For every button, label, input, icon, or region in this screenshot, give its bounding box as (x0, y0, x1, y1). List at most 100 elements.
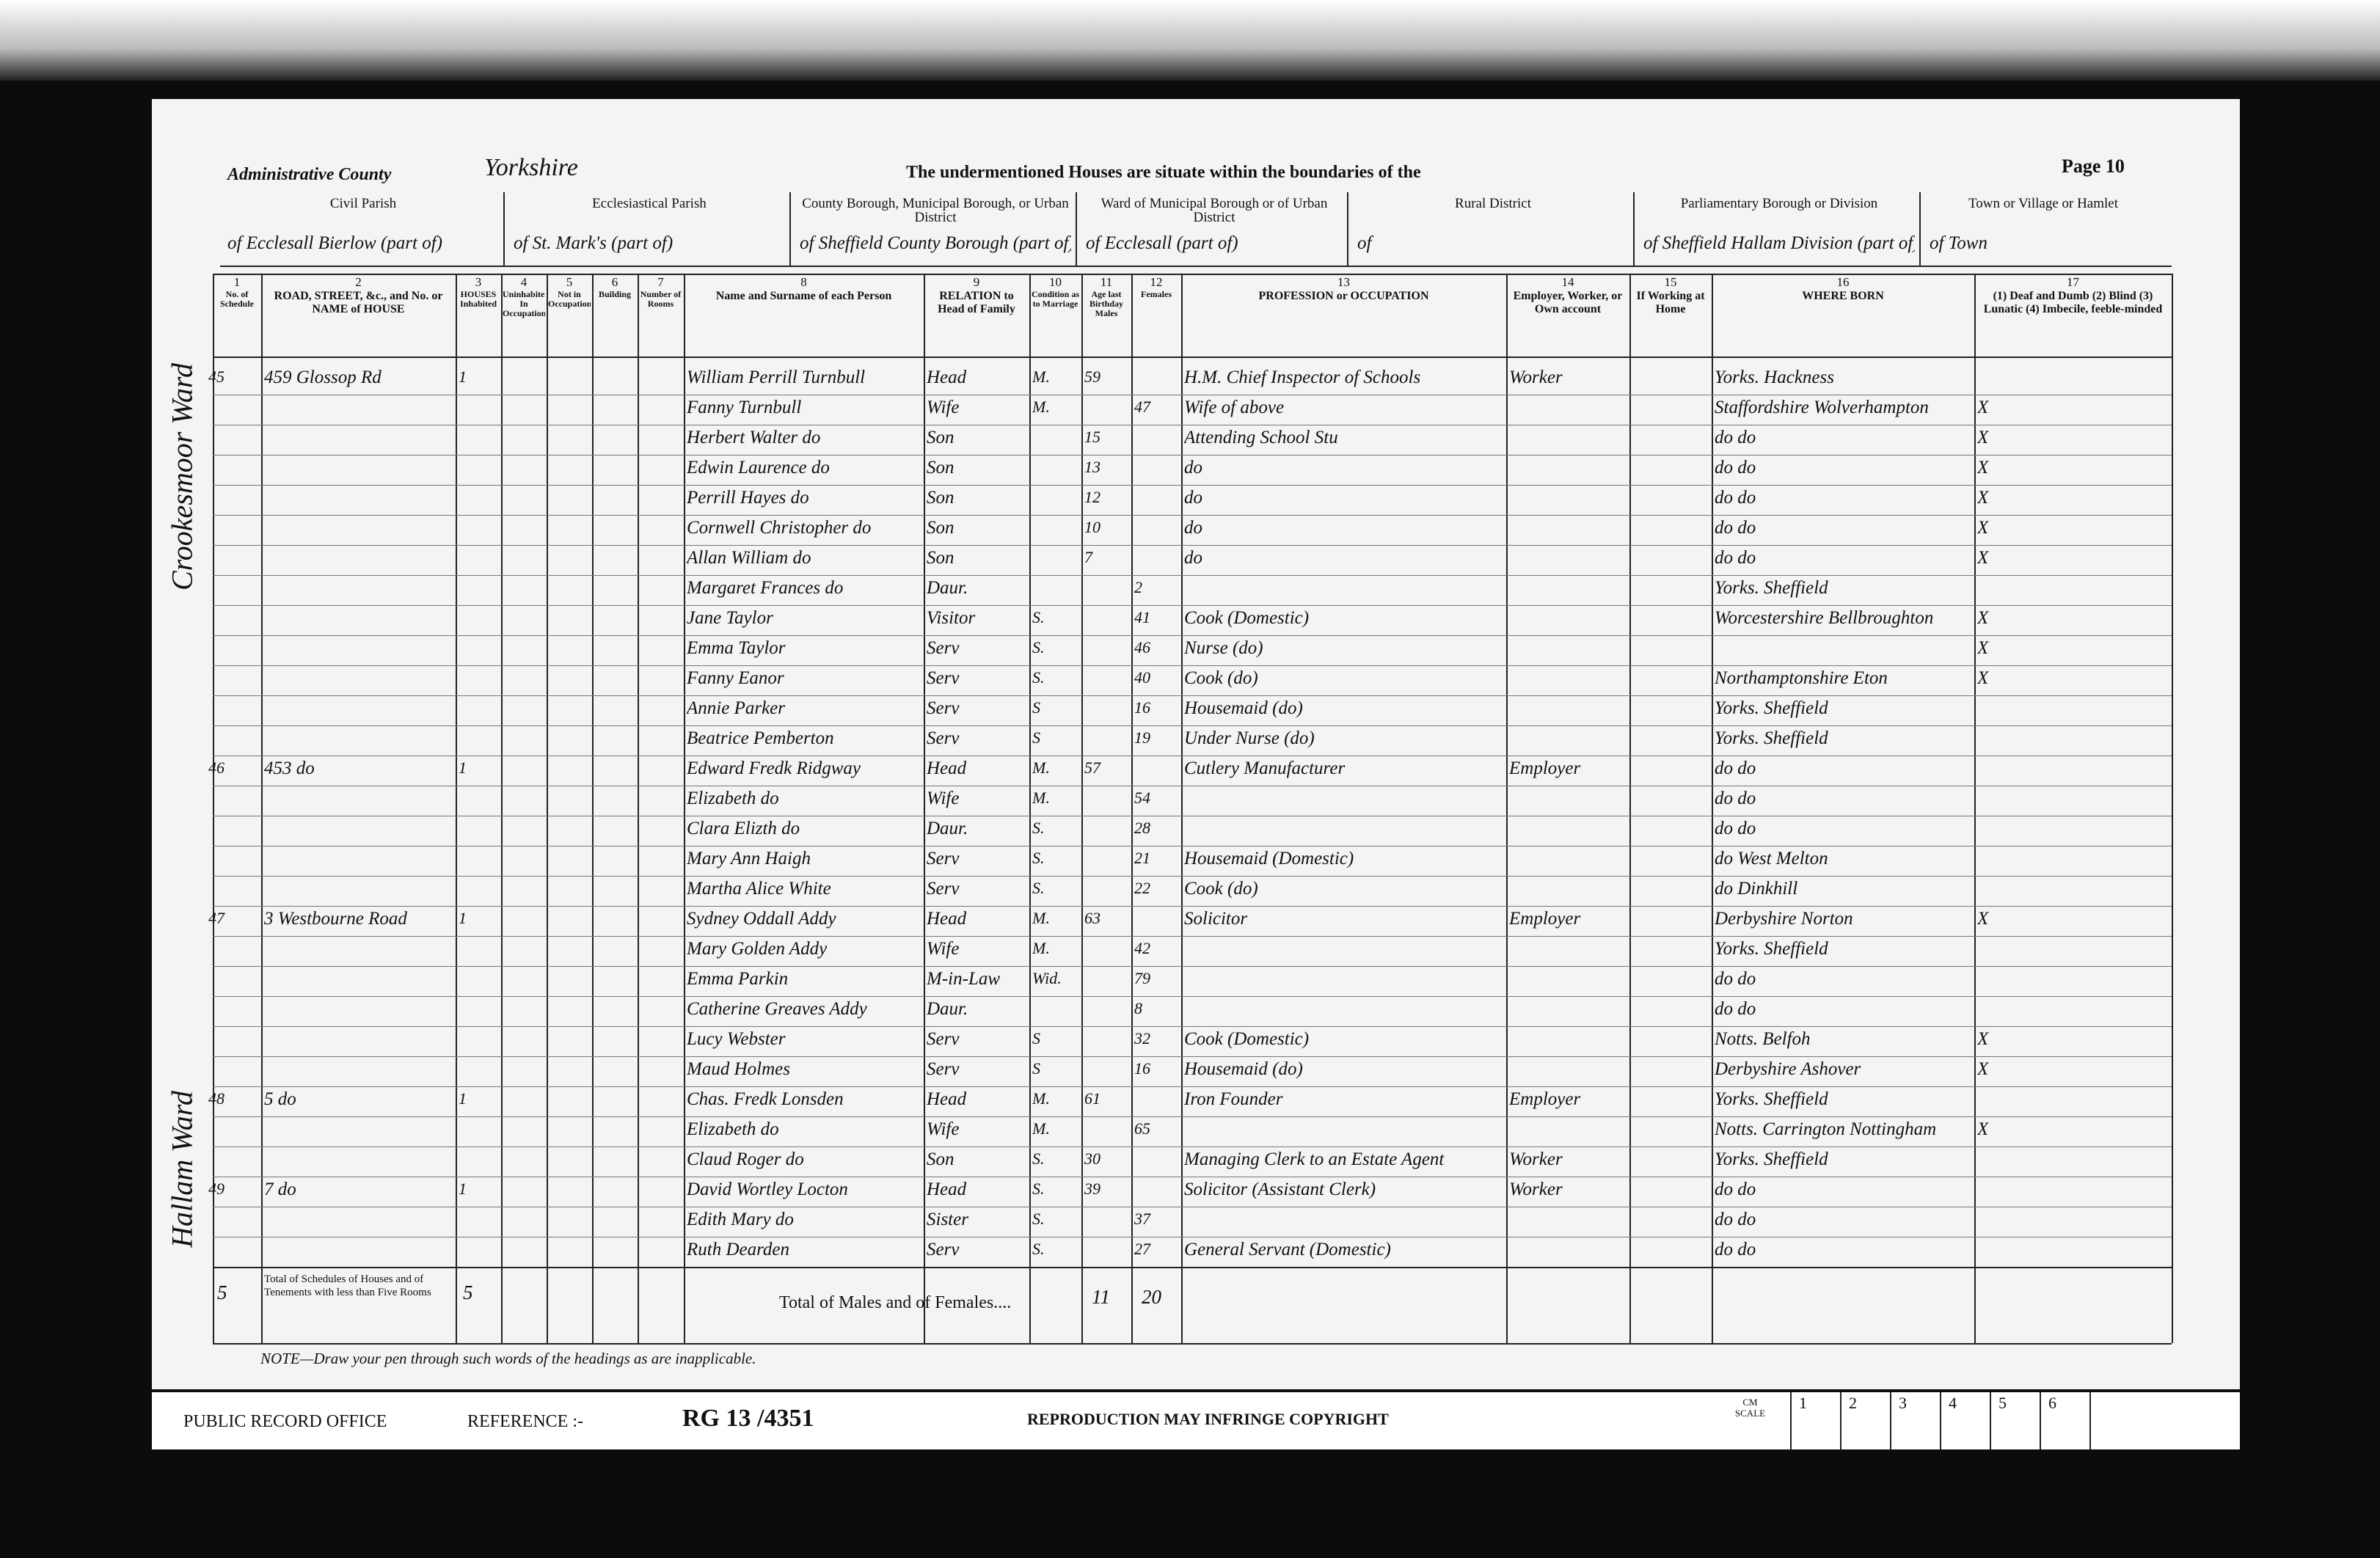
cell-infirmity: X (1977, 488, 1989, 508)
cell-schedule: 45 (208, 367, 225, 386)
cell-condition: S (1032, 1029, 1040, 1047)
page-number: Page 10 (2062, 156, 2125, 177)
table-top (213, 274, 2172, 275)
field-divider (789, 192, 791, 266)
cell-name: Edwin Laurence do (687, 458, 830, 478)
column-header: Name and Surname of each Person (715, 290, 892, 302)
column-rule (501, 274, 503, 1343)
cell-age-male: 7 (1084, 548, 1092, 566)
row-rule (213, 936, 2172, 937)
cell-name: Clara Elizth do (687, 819, 800, 838)
cell-occupation: do (1184, 488, 1202, 508)
cell-address: 3 Westbourne Road (264, 909, 407, 929)
cell-born: Yorks. Sheffield (1715, 939, 1828, 959)
scale-label: CM SCALE (1734, 1397, 1766, 1419)
cell-occupation: Housemaid (Domestic) (1184, 849, 1354, 868)
column-header: Number of Rooms (640, 290, 682, 309)
row-rule (213, 1086, 2172, 1087)
scale-number: 3 (1899, 1394, 1907, 1412)
column-rule (1081, 274, 1083, 1343)
header-bottom (213, 356, 2172, 358)
cell-condition: S. (1032, 608, 1045, 626)
cell-inhabited: 1 (459, 758, 467, 777)
cell-infirmity: X (1977, 1119, 1989, 1139)
cell-occupation: Cook (do) (1184, 879, 1258, 899)
cell-condition: M. (1032, 398, 1050, 416)
cell-condition: S. (1032, 1180, 1045, 1198)
column-number: 1 (233, 275, 241, 289)
column-header: HOUSES Inhabited (459, 290, 497, 309)
cell-age-male: 59 (1084, 367, 1100, 386)
cell-born: do do (1715, 969, 1756, 989)
reference: RG 13 /4351 (682, 1405, 814, 1432)
scale-number: 4 (1949, 1394, 1957, 1412)
cell-age-female: 65 (1134, 1119, 1150, 1138)
cell-born: do do (1715, 789, 1756, 808)
cell-condition: S. (1032, 819, 1045, 837)
column-rule (213, 274, 214, 1343)
field-label: Rural District (1455, 196, 1531, 211)
cell-name: Herbert Walter do (687, 428, 821, 447)
cell-age-female: 16 (1134, 1059, 1150, 1078)
cell-condition: M. (1032, 789, 1050, 807)
column-rule (1629, 274, 1631, 1343)
scale-number: 2 (1849, 1394, 1857, 1412)
column-number: 9 (973, 275, 980, 289)
column-number: 2 (355, 275, 362, 289)
scale-number: 6 (2048, 1394, 2056, 1412)
row-rule (213, 485, 2172, 486)
cell-relation: Head (927, 1089, 967, 1109)
cell-condition: S. (1032, 1149, 1045, 1168)
cell-relation: Wife (927, 1119, 960, 1139)
cell-address: 453 do (264, 758, 315, 778)
cell-relation: Serv (927, 668, 960, 688)
cell-born: do do (1715, 819, 1756, 838)
cell-condition: S. (1032, 1210, 1045, 1228)
total-persons-label: Total of Males and of Females.... (779, 1293, 1012, 1312)
footer-strip (152, 1392, 2240, 1449)
cell-born: do do (1715, 428, 1756, 447)
column-rule (1506, 274, 1508, 1343)
cell-infirmity: X (1977, 518, 1989, 538)
cell-age-female: 16 (1134, 698, 1150, 717)
cell-infirmity: X (1977, 428, 1989, 447)
column-number: 15 (1664, 275, 1677, 289)
cell-age-female: 8 (1134, 999, 1142, 1017)
scale-tick (1890, 1392, 1891, 1449)
note: NOTE—Draw your pen through such words of… (260, 1350, 756, 1367)
scale-tick (1940, 1392, 1941, 1449)
totals-rule (213, 1267, 2172, 1268)
column-rule (547, 274, 548, 1343)
cell-age-female: 22 (1134, 879, 1150, 897)
cell-age-male: 57 (1084, 758, 1100, 777)
cell-relation: Serv (927, 879, 960, 899)
column-number: 5 (566, 275, 573, 289)
column-header: Not in Occupation (548, 290, 591, 309)
cell-relation: Son (927, 428, 954, 447)
cell-age-male: 12 (1084, 488, 1100, 506)
cell-condition: S. (1032, 849, 1045, 867)
column-header: Employer, Worker, or Own account (1513, 290, 1623, 315)
cell-condition: M. (1032, 758, 1050, 777)
cell-employment: Employer (1509, 758, 1581, 778)
cell-occupation: Wife of above (1184, 398, 1285, 417)
cell-condition: S (1032, 728, 1040, 747)
column-header: WHERE BORN (1802, 290, 1884, 302)
column-rule (1712, 274, 1713, 1343)
row-rule (213, 455, 2172, 456)
row-rule (213, 635, 2172, 636)
cell-occupation: do (1184, 458, 1202, 478)
cell-name: Sydney Oddall Addy (687, 909, 836, 929)
column-header: No. of Schedule (219, 290, 254, 309)
field-label: Town or Village or Hamlet (1968, 196, 2119, 211)
cell-name: Mary Golden Addy (687, 939, 828, 959)
cell-name: Perrill Hayes do (687, 488, 809, 508)
field-label: Ward of Municipal Borough or of Urban Di… (1100, 196, 1328, 225)
column-rule (261, 274, 263, 1343)
cell-relation: Serv (927, 698, 960, 718)
cell-inhabited: 1 (459, 1089, 467, 1108)
cell-condition: M. (1032, 909, 1050, 927)
field-label: Parliamentary Borough or Division (1680, 196, 1878, 211)
cell-age-female: 42 (1134, 939, 1150, 957)
